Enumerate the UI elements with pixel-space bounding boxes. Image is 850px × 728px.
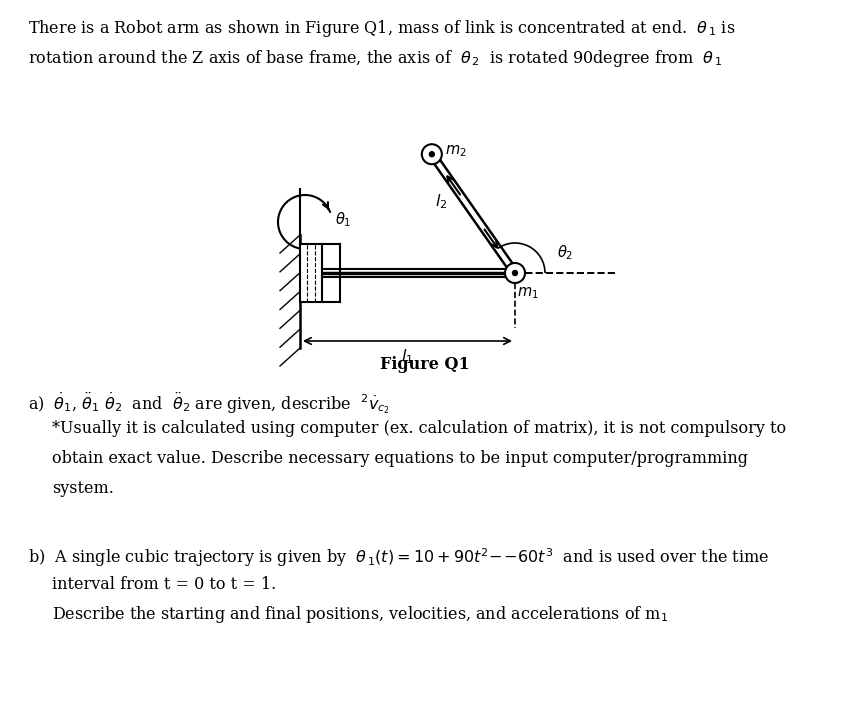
Text: $l_1$: $l_1$ <box>401 347 414 365</box>
Text: rotation around the Z axis of base frame, the axis of  $\theta_{\,2}$  is rotate: rotation around the Z axis of base frame… <box>28 48 722 69</box>
Text: $m_2$: $m_2$ <box>445 143 467 159</box>
Circle shape <box>422 144 442 165</box>
Text: $m_1$: $m_1$ <box>517 285 539 301</box>
Circle shape <box>505 263 525 283</box>
Text: $l_2$: $l_2$ <box>435 192 448 211</box>
Text: $\theta_1$: $\theta_1$ <box>335 210 351 229</box>
Text: b)  A single cubic trajectory is given by  $\theta_{\,1}(t) = 10 + 90t^2 \! - \!: b) A single cubic trajectory is given by… <box>28 546 769 569</box>
Circle shape <box>429 151 434 157</box>
Text: obtain exact value. Describe necessary equations to be input computer/programmin: obtain exact value. Describe necessary e… <box>52 450 748 467</box>
Circle shape <box>513 271 518 275</box>
Text: $\theta_2$: $\theta_2$ <box>557 244 574 262</box>
Text: There is a Robot arm as shown in Figure Q1, mass of link is concentrated at end.: There is a Robot arm as shown in Figure … <box>28 18 735 39</box>
Text: interval from t = 0 to t = 1.: interval from t = 0 to t = 1. <box>52 576 276 593</box>
Text: *Usually it is calculated using computer (ex. calculation of matrix), it is not : *Usually it is calculated using computer… <box>52 420 786 437</box>
Text: Describe the starting and final positions, velocities, and accelerations of m$_1: Describe the starting and final position… <box>52 604 668 625</box>
Text: a)  $\dot{\theta}_1$, $\ddot{\theta}_1$ $\dot{\theta}_2$  and  $\ddot{\theta}_2$: a) $\dot{\theta}_1$, $\ddot{\theta}_1$ $… <box>28 390 390 416</box>
Text: Figure Q1: Figure Q1 <box>380 356 470 373</box>
Text: system.: system. <box>52 480 114 497</box>
Bar <box>300 244 322 302</box>
